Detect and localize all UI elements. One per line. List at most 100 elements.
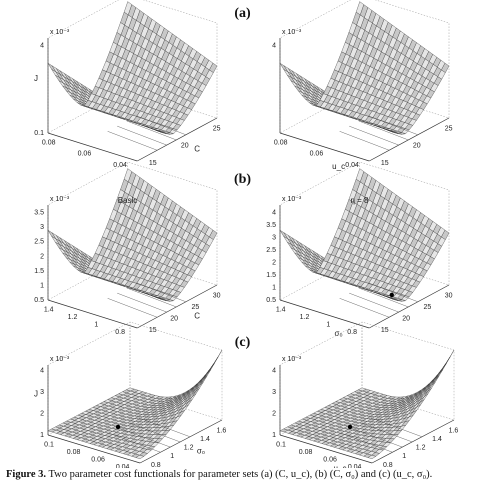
- plot-b-left-x-tick: 1.4: [44, 306, 54, 313]
- plot-c-left-x-tick: 0.08: [67, 449, 81, 456]
- plot-b-left-z-tick: 2: [40, 253, 44, 260]
- plot-b-left-y-tick: 30: [213, 292, 221, 299]
- plot-a-left-contour-line: [117, 125, 167, 146]
- plot-a-left-contour-line: [136, 115, 186, 135]
- plot-b-right-z-tick: 1.5: [266, 272, 276, 279]
- plot-a-left-z-tick: 4: [40, 43, 44, 50]
- plot-c-left-exponent: x 10⁻³: [50, 356, 70, 363]
- plot-c-left-z-tick: 2: [40, 411, 44, 418]
- plot-a-left-y-label: C: [194, 145, 200, 154]
- panel-label-a: (a): [234, 6, 251, 21]
- plot-a-left-exponent: x 10⁻³: [50, 29, 70, 36]
- plot-b-right-y-tick: 25: [423, 304, 431, 311]
- plot-a-right-z-tick: 4: [272, 43, 276, 50]
- plot-a-left-x-tick: 0.06: [78, 151, 92, 158]
- caption-text: Two parameter cost functionals for param…: [48, 469, 433, 480]
- plot-c-left-z-tick: 3: [40, 389, 44, 396]
- plot-c-left-surface-cell: [47, 428, 57, 433]
- plot-b-left-contour-line: [117, 292, 167, 313]
- plot-c-left-contour-line: [138, 417, 191, 437]
- plot-a-right-x-tick: 0.06: [310, 151, 324, 158]
- plot-a-left-contour-line: [107, 131, 158, 151]
- plot-c-left-y-tick: 1.6: [217, 427, 227, 434]
- plot-a-right-y-tick: 20: [413, 143, 421, 150]
- plot-c-left-contour-line: [109, 433, 161, 453]
- plot-b-right-contour-line: [368, 282, 418, 302]
- plot-b-right-z-tick: 4: [272, 210, 276, 217]
- plot-b-right-z-tick: 1: [272, 285, 276, 292]
- plot-b-left-contour-line: [107, 298, 158, 318]
- plot-c-left-z-tick: 4: [40, 368, 44, 375]
- plot-b-right-x-tick: 1: [326, 321, 330, 328]
- plot-b-right-x-label: σ₀: [334, 329, 342, 338]
- plot-a-right-contour-line: [339, 131, 390, 151]
- plot-c-right-contour-line: [370, 417, 423, 437]
- plot-c-right-exponent: x 10⁻³: [282, 356, 302, 363]
- plot-c-right-contour-line: [351, 427, 403, 448]
- plot-c-right-z-tick: 4: [272, 368, 276, 375]
- plot-b-left-x-tick: 1.2: [68, 314, 78, 321]
- plot-c-right-x-axis: [279, 434, 373, 464]
- plot-b-left-z-tick: 2.5: [34, 239, 44, 246]
- plot-c-left-y-tick: 0.8: [151, 462, 161, 468]
- plot-b-left-y-label: C: [194, 312, 200, 321]
- plot-c-left-y-axis: [139, 419, 223, 464]
- plot-b-right-x-tick: 1.4: [276, 306, 286, 313]
- plot-c-right-x-tick: 0.1: [276, 441, 286, 448]
- plot-b-left-x-axis: [47, 299, 138, 329]
- plot-a-right-y-tick: 25: [445, 125, 453, 132]
- plot-b-right-z-tick: 2: [272, 260, 276, 267]
- plot-b-right-x-tick: 0.8: [347, 329, 357, 336]
- plot-c-right-x-tick: 0.08: [299, 449, 313, 456]
- plot-c-left-contour-line: [129, 422, 181, 443]
- plot-a-right-x-axis: [279, 132, 370, 162]
- plot-b-right-contour-line: [349, 292, 399, 313]
- plot-a-left-x-tick: 0.08: [42, 139, 56, 146]
- plot-c-left-z-tick: 1: [40, 432, 44, 439]
- plot-a-right-y-tick: 15: [381, 160, 389, 167]
- plot-b-left-z-tick: 1.5: [34, 268, 44, 275]
- plot-b-right-contour-line: [358, 287, 409, 308]
- plot-b-right-x-axis: [279, 299, 370, 329]
- plot-b-right-minimum-marker: [389, 292, 394, 298]
- plot-a-left-x-tick: 0.04: [113, 162, 127, 169]
- plot-c-left-x-tick: 0.1: [44, 441, 54, 448]
- plot-a-left-y-tick: 25: [213, 125, 221, 132]
- plot-b-left-surface-cell: [47, 230, 56, 239]
- plot-b-right-x-tick: 1.2: [300, 314, 310, 321]
- figure-surface-plots: 0.1 4 x 10⁻³ 0.08 0.06 0.04 15 20 25 J C 4 x 10⁻³ 0.0…: [34, 0, 459, 468]
- plot-c-left-y-tick: 1: [170, 453, 174, 460]
- plot-c-left-z-label: J: [34, 390, 38, 399]
- plot-a-right-x-label: u_c: [332, 162, 345, 171]
- panel-label-b: (b): [233, 172, 252, 187]
- plot-c-right-x-tick: 0.06: [323, 456, 337, 463]
- plot-c-left-y-tick: 1.4: [200, 436, 210, 443]
- plot-b-left-x-tick: 0.8: [115, 329, 125, 336]
- plot-a-left-y-tick: 20: [181, 143, 189, 150]
- plot-c-right-minimum-marker: [347, 424, 353, 430]
- plot-b-right-y-tick: 15: [381, 327, 389, 334]
- plot-c-right-x-label: u_c: [334, 464, 347, 468]
- plot-c-left-x-tick: 0.04: [116, 464, 130, 468]
- plot-b-left-title: Basic: [118, 196, 138, 205]
- plot-b-left-y-axis: [137, 284, 218, 329]
- plot-c-right-y-tick: 1.4: [432, 436, 442, 443]
- plot-a-left-y-tick: 15: [149, 160, 157, 167]
- plot-c-right-y-tick: 1.6: [449, 427, 459, 434]
- plot-c-left-y-tick: 1.2: [184, 445, 194, 452]
- plot-b-right-surface-cell: [279, 230, 288, 239]
- plot-b-right-contour-line: [339, 298, 390, 318]
- plot-b-left-y-tick: 15: [149, 327, 157, 334]
- plot-c-right-y-tick: 1: [402, 453, 406, 460]
- plot-b-right-z-tick: 3: [272, 235, 276, 242]
- plot-b-left-z-tick: 3.5: [34, 210, 44, 217]
- plot-c-left-contour-line: [119, 427, 171, 448]
- plot-a-right-contour-line: [349, 125, 399, 146]
- panel-label-c: (c): [234, 335, 251, 350]
- plot-a-right-surface-cell: [279, 63, 288, 72]
- plot-b-left-y-tick: 25: [191, 304, 199, 311]
- plot-a-left-surface-cell: [47, 63, 56, 72]
- plot-a-left-contour-line: [126, 120, 177, 141]
- plot-c-right-contour-line: [361, 422, 413, 443]
- plot-c-left-x-axis: [47, 434, 141, 464]
